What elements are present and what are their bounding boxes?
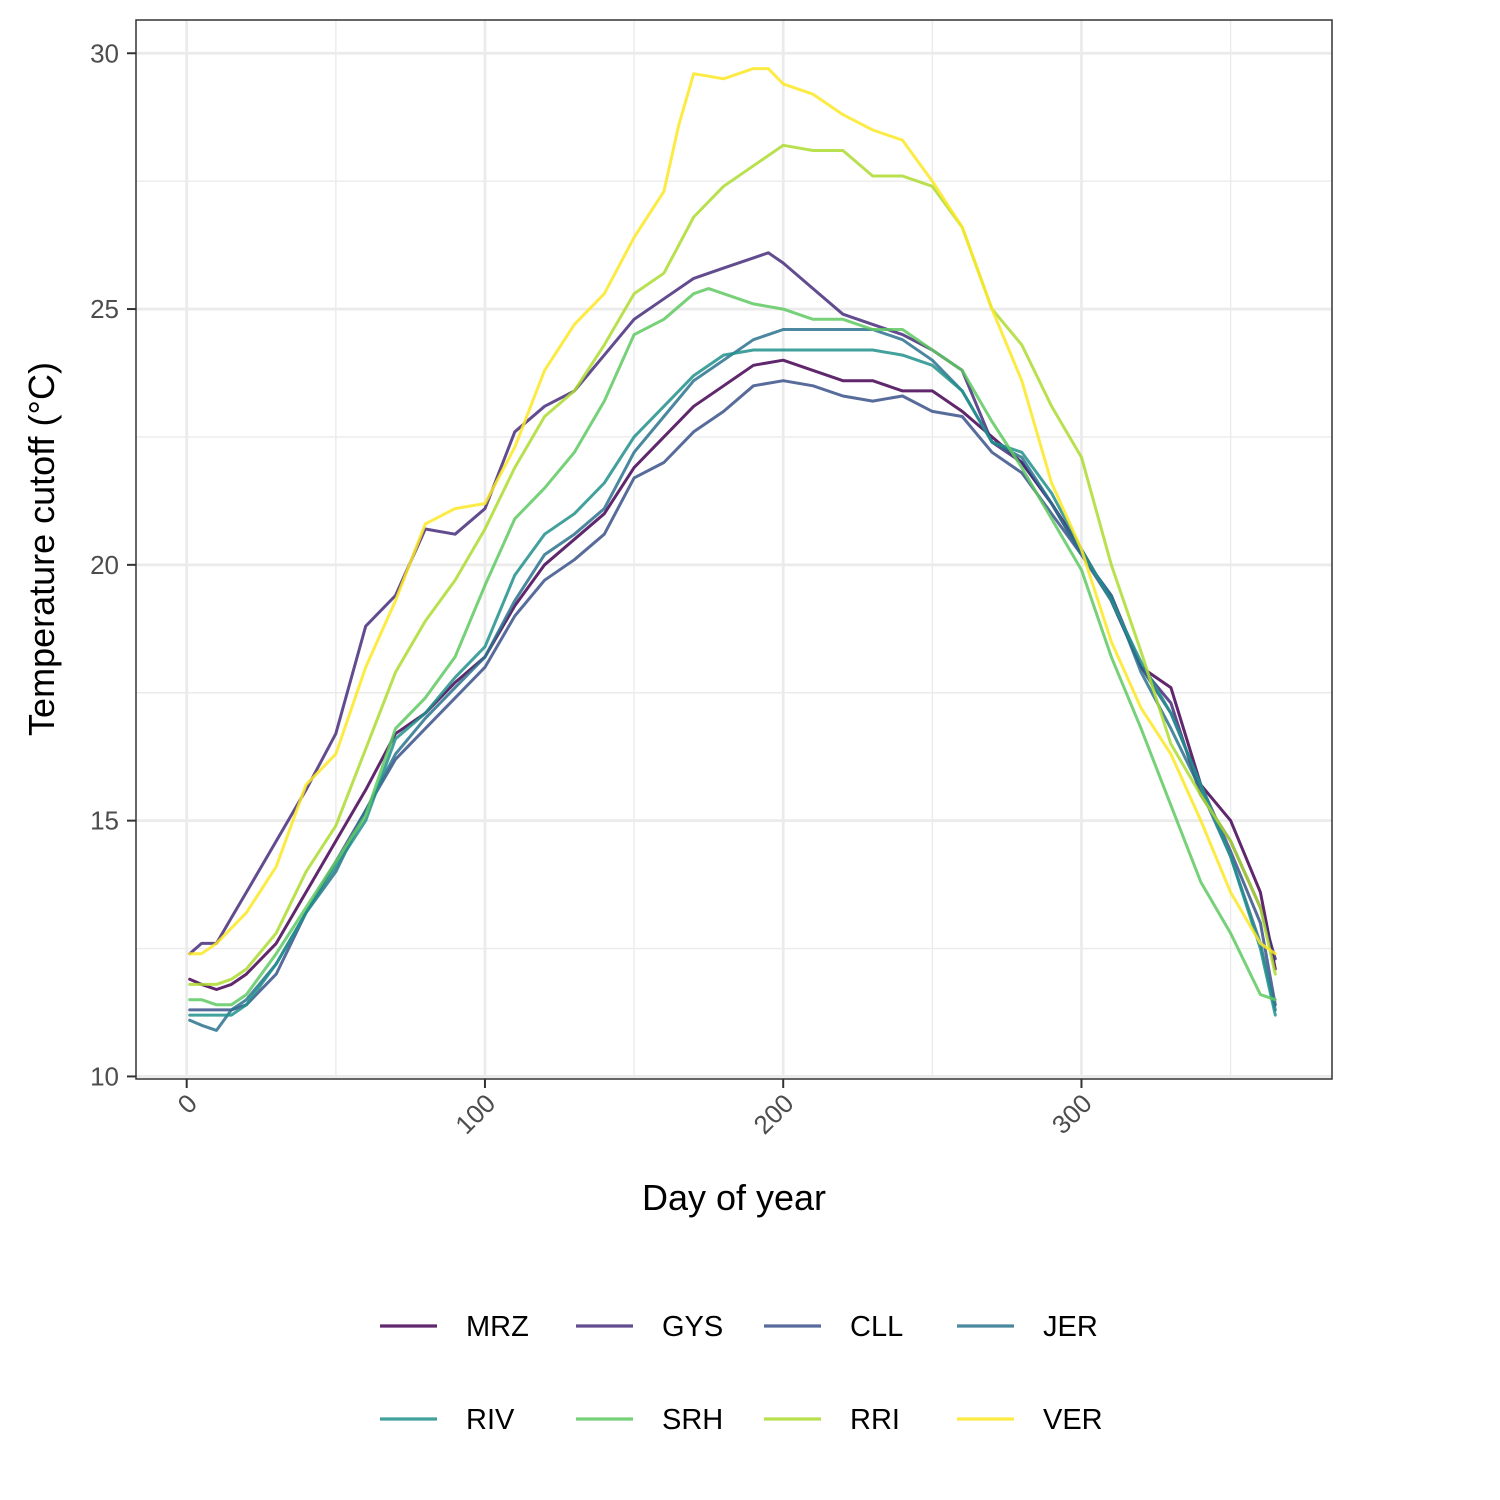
series-line-ver	[188, 67, 1277, 956]
y-tick-label: 25	[90, 294, 119, 324]
y-tick-label: 15	[90, 806, 119, 836]
x-axis-title: Day of year	[642, 1177, 826, 1218]
grid-minor	[136, 20, 1332, 1079]
legend-item-gys: GYS	[576, 1311, 723, 1343]
legend-item-riv: RIV	[380, 1404, 515, 1436]
legend-label: MRZ	[466, 1311, 529, 1343]
legend-item-mrz: MRZ	[380, 1311, 529, 1343]
legend-label: SRH	[662, 1404, 723, 1436]
series-lines	[188, 67, 1277, 1032]
legend-item-rri: RRI	[764, 1404, 900, 1436]
series-line-srh	[188, 287, 1277, 1007]
legend-label: CLL	[850, 1311, 903, 1343]
series-line-rri	[188, 143, 1277, 986]
y-axis: 10 15 20 25 30	[90, 38, 136, 1091]
legend-label: VER	[1043, 1404, 1103, 1436]
series-line-riv	[188, 348, 1277, 1017]
legend-item-jer: JER	[957, 1311, 1098, 1343]
legend-label: JER	[1043, 1311, 1098, 1343]
plot-panel	[135, 19, 1333, 1080]
legend-item-ver: VER	[957, 1404, 1103, 1436]
y-tick-label: 30	[90, 38, 119, 68]
legend: MRZ GYS CLL JER RIV SRH RRI VER	[380, 1311, 1103, 1436]
y-tick-label: 20	[90, 550, 119, 580]
legend-item-srh: SRH	[576, 1404, 723, 1436]
legend-label: RRI	[850, 1404, 900, 1436]
legend-item-cll: CLL	[764, 1311, 903, 1343]
y-tick-label: 10	[90, 1061, 119, 1091]
legend-label: GYS	[662, 1311, 723, 1343]
panel-border	[135, 19, 1333, 1080]
y-axis-title: Temperature cutoff (°C)	[21, 362, 62, 736]
grid-major	[136, 20, 1332, 1079]
legend-label: RIV	[466, 1404, 515, 1436]
